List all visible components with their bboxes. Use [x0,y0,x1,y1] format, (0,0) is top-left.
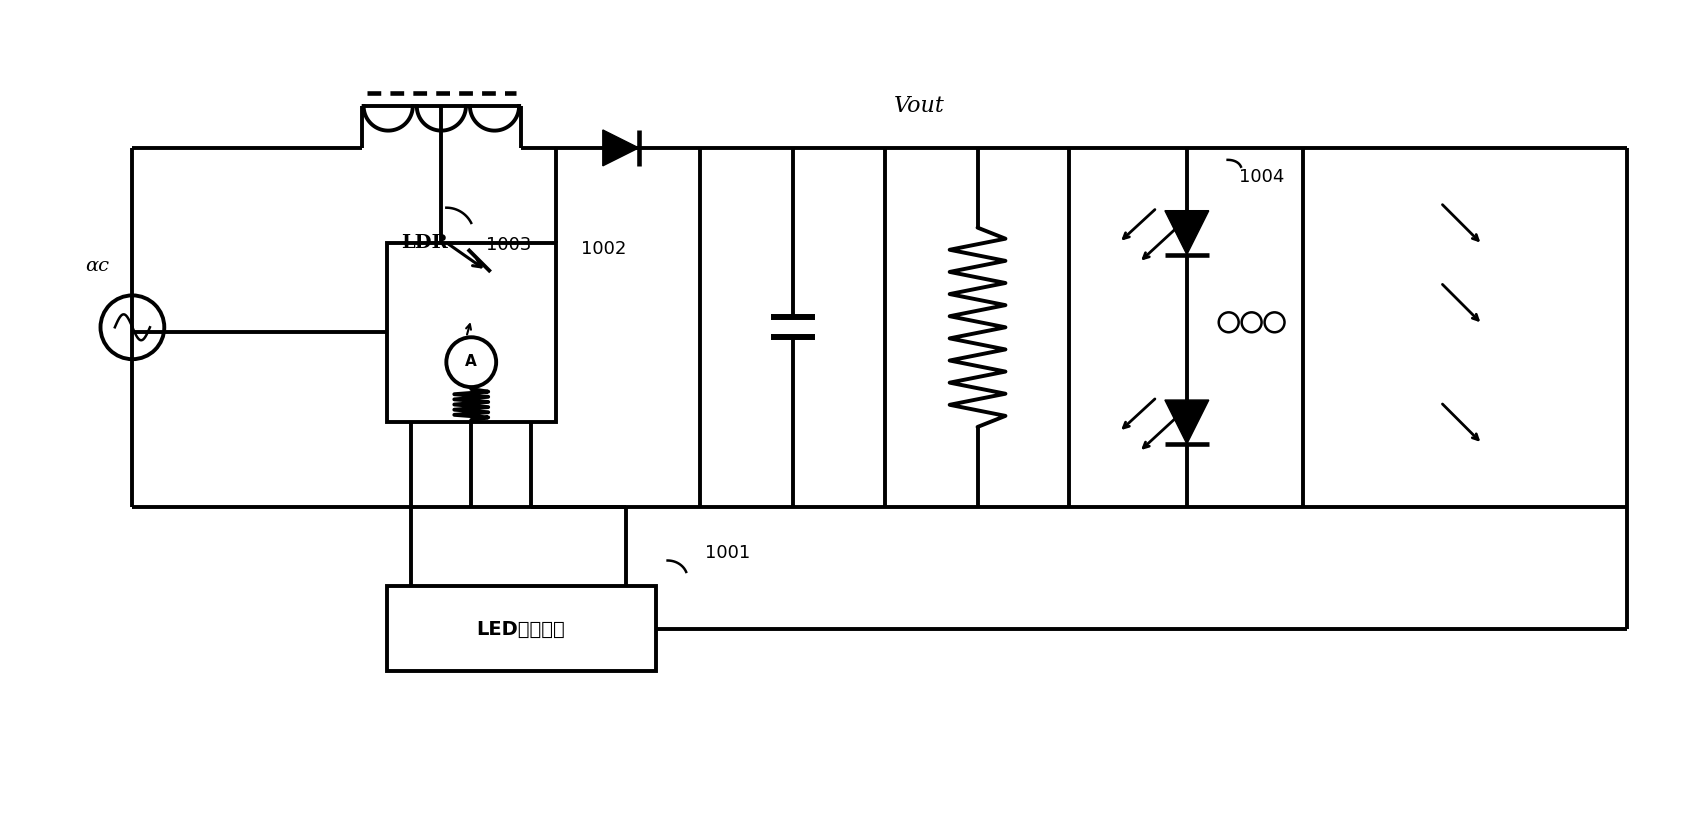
Text: LED驱动电路: LED驱动电路 [476,619,565,638]
Polygon shape [1165,400,1209,444]
Text: 1002: 1002 [581,239,626,257]
Polygon shape [1165,212,1209,256]
Text: αc: αc [86,257,110,275]
Polygon shape [603,131,638,166]
Text: 1004: 1004 [1239,168,1285,185]
Bar [387,586,655,672]
Text: Vout: Vout [895,95,945,117]
Text: A: A [466,353,478,368]
Text: 1001: 1001 [706,543,751,561]
Text: 1003: 1003 [486,236,532,253]
Text: LDR: LDR [402,233,449,251]
Bar [387,243,555,423]
